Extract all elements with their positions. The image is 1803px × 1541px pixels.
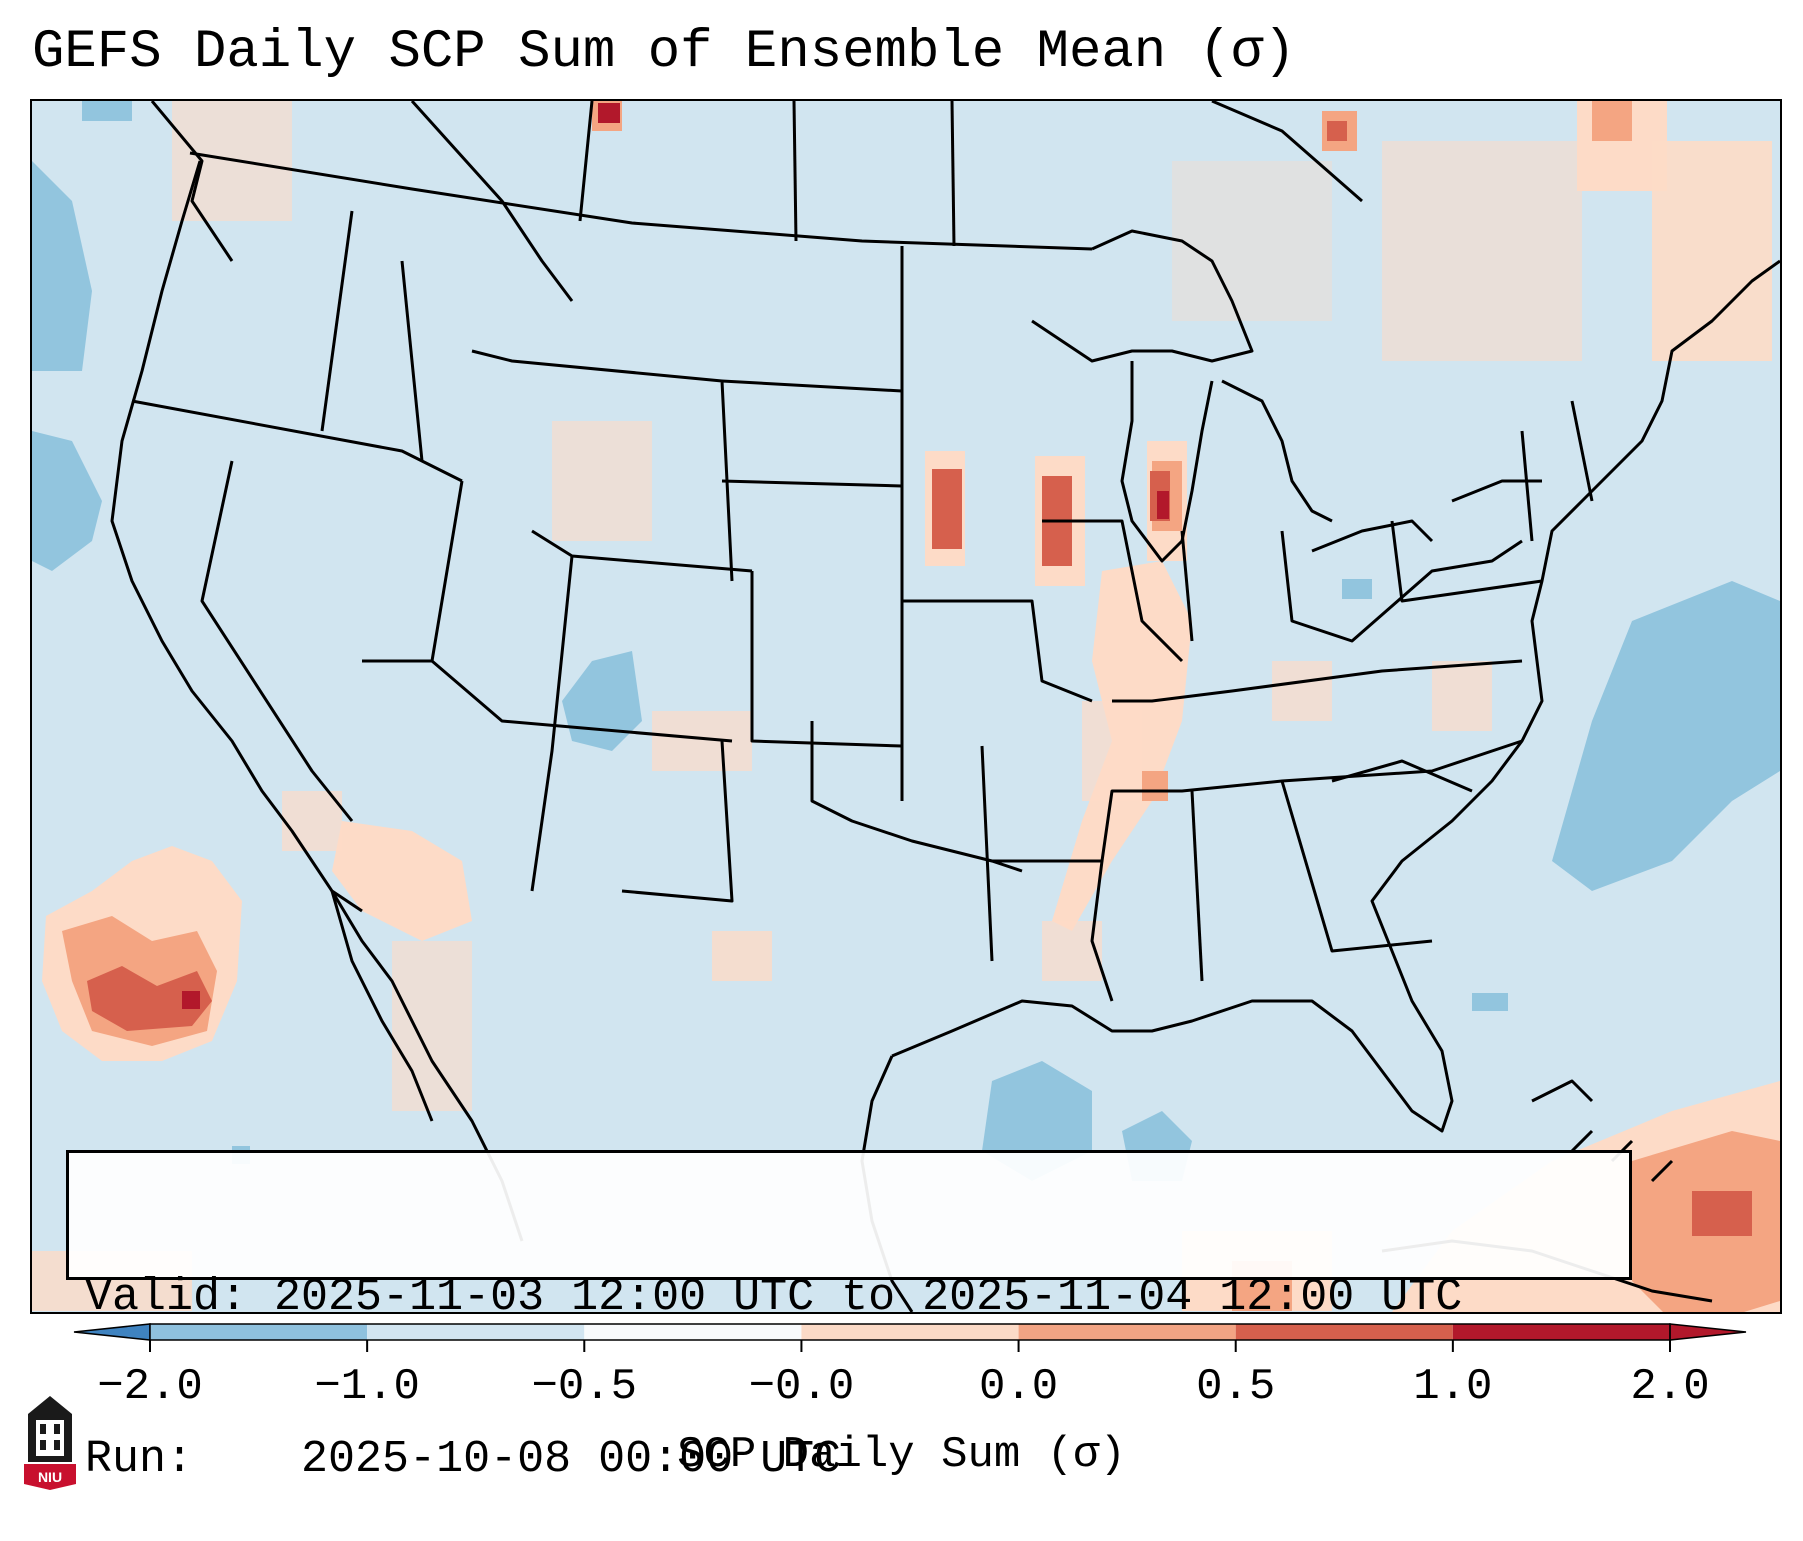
lake-superior: [1031, 229, 1254, 363]
gulf-atlantic-coast: [891, 259, 1780, 1133]
lake-michigan: [1120, 361, 1214, 563]
colorbar-segment: [367, 1324, 585, 1340]
run-row: Run: 2025-10-08 00:00 UTC: [85, 1433, 1613, 1487]
lake-huron: [1221, 379, 1333, 523]
colorbar-tick-label: 0.5: [1196, 1362, 1276, 1412]
colorbar-segment: [1018, 1324, 1236, 1340]
colorbar-title: SCP Daily Sum (σ): [677, 1430, 1126, 1480]
map-frame: [30, 99, 1782, 1314]
colorbar-extend-max: [1669, 1323, 1747, 1341]
valid-value: 2025-11-03 12:00 UTC to 2025-11-04 12:00…: [274, 1272, 1463, 1323]
lake-erie: [1311, 519, 1434, 553]
map-title: GEFS Daily SCP Sum of Ensemble Mean (σ): [32, 22, 1296, 83]
valid-run-info-box: Valid: 2025-11-03 12:00 UTC to 2025-11-0…: [66, 1150, 1632, 1485]
colorbar-segment: [150, 1324, 368, 1340]
run-label: Run:: [85, 1434, 248, 1485]
colorbar-outline: [149, 1323, 1671, 1341]
colorbar-tick-label: −0.5: [531, 1362, 638, 1412]
niu-logo: NIU: [24, 1396, 76, 1490]
colorbar-extend-min: [73, 1323, 151, 1341]
valid-label: Valid:: [85, 1272, 248, 1323]
colorbar-tick-label: 0.0: [978, 1362, 1059, 1412]
colorbar-segment: [584, 1324, 802, 1340]
logo-text: NIU: [38, 1469, 62, 1485]
positive-anomaly-cells: [32, 101, 1780, 1312]
run-value: 2025-10-08 00:00 UTC: [301, 1434, 842, 1485]
colorbar-tick-label: 1.0: [1413, 1362, 1493, 1412]
colorbar-tick-label: 2.0: [1630, 1362, 1710, 1412]
colorbar-tick-label: −0.0: [748, 1362, 855, 1412]
colorbar-segment: [1235, 1324, 1453, 1340]
colorbar: [73, 1323, 1747, 1352]
us-canada-border: [189, 151, 1093, 251]
colorbar-segments: [73, 1323, 1747, 1341]
pacific-coast: [110, 160, 363, 913]
scp-map: [32, 101, 1780, 1312]
colorbar-tick-label: −2.0: [97, 1362, 203, 1412]
colorbar-ticks: [149, 1340, 1671, 1352]
university-tower-icon: [24, 1396, 76, 1490]
valid-row: Valid: 2025-11-03 12:00 UTC to 2025-11-0…: [85, 1271, 1613, 1325]
colorbar-segment: [1452, 1324, 1670, 1340]
lake-ontario: [1451, 479, 1542, 503]
coastlines-and-borders: [110, 101, 1780, 1312]
colorbar-tick-label: −1.0: [314, 1362, 420, 1412]
colorbar-segment: [801, 1324, 1019, 1340]
